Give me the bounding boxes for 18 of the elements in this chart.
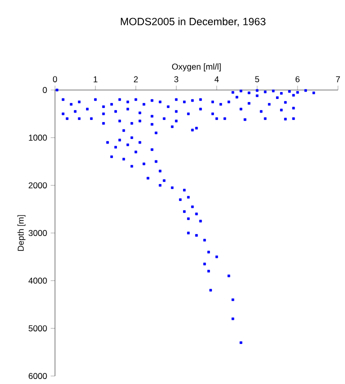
x-tick-label: 2 xyxy=(134,76,138,82)
x-tick-label: 7 xyxy=(336,76,340,82)
y-tick-label: 2000 xyxy=(28,182,47,188)
y-tick-label: 3000 xyxy=(28,230,47,236)
y-tick-label: 5000 xyxy=(28,325,47,332)
chart-title: MODS2005 in December, 1963 xyxy=(120,18,266,26)
x-tick-label: 3 xyxy=(174,76,178,82)
y-tick-label: 4000 xyxy=(28,278,47,284)
x-tick-label: 5 xyxy=(255,76,260,82)
x-tick-label: 4 xyxy=(214,76,219,82)
y-tick-label: 6000 xyxy=(28,372,47,380)
x-tick-label: 1 xyxy=(94,76,98,82)
x-axis-title: Oxygen [ml/l] xyxy=(172,63,221,72)
y-tick-label: 1000 xyxy=(28,134,47,141)
y-tick-label: 0 xyxy=(42,87,47,94)
x-tick-label: 6 xyxy=(296,76,300,82)
x-tick-label: 0 xyxy=(52,76,58,82)
y-axis-title: Depth [m] xyxy=(17,215,26,251)
